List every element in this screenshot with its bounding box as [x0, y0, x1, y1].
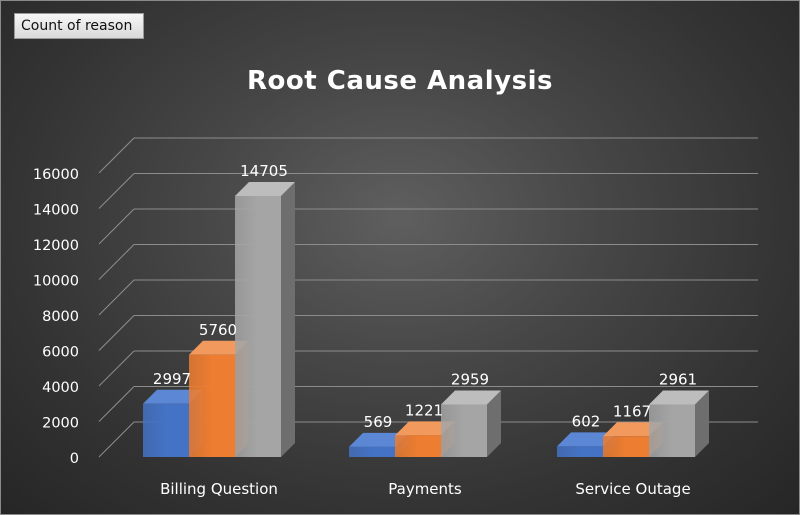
y-tick-label: 0: [70, 451, 79, 467]
y-axis-ticks: 0 2000 4000 6000 8000 10000 12000 14000 16000: [33, 167, 79, 467]
bar-top: [189, 340, 249, 355]
bar-side: [281, 181, 295, 457]
data-label: 602: [572, 412, 601, 430]
bar-side: [487, 390, 501, 457]
bar-top: [235, 181, 295, 196]
data-label: 2997: [153, 370, 191, 388]
data-labels: 2997 5760 14705 569 1221 2959 602 1167 2961: [153, 162, 697, 431]
chart-title: Root Cause Analysis: [247, 66, 553, 96]
gridline-depth: [98, 421, 135, 458]
bar: [441, 404, 487, 457]
bar: [235, 195, 281, 457]
y-tick-label: 2000: [42, 416, 79, 432]
x-category-label: Payments: [388, 480, 462, 498]
data-label: 14705: [240, 162, 288, 180]
bar-top: [441, 390, 501, 405]
bar-top: [349, 432, 409, 447]
y-tick-label: 10000: [33, 274, 79, 290]
gridline-depth: [98, 208, 135, 245]
bar-top: [143, 389, 203, 404]
gridline-depth: [98, 137, 135, 174]
bar: [349, 446, 395, 457]
gridline-depth: [98, 350, 135, 387]
gridline-depth: [98, 315, 135, 351]
bar-top: [649, 390, 709, 405]
y-tick-label: 4000: [42, 380, 79, 396]
bar-side: [695, 390, 709, 457]
bar: [603, 436, 649, 457]
y-tick-label: 8000: [42, 309, 79, 325]
pivot-field-button[interactable]: Count of reason: [14, 13, 144, 39]
data-label: 1221: [405, 401, 443, 419]
gridline-depth: [98, 173, 135, 209]
x-axis-categories: Billing Question Payments Service Outage: [160, 480, 691, 498]
data-label: 2961: [659, 370, 697, 388]
data-label: 569: [364, 413, 393, 431]
x-category-label: Service Outage: [575, 480, 690, 498]
bar-top: [395, 421, 455, 436]
bar: [557, 446, 603, 457]
y-tick-label: 6000: [42, 345, 79, 361]
bar: [189, 354, 235, 457]
bar-top: [557, 432, 617, 447]
data-label: 2959: [451, 370, 489, 388]
bars: [143, 181, 709, 457]
bar: [395, 435, 441, 457]
data-label: 5760: [199, 321, 237, 339]
y-tick-label: 12000: [33, 238, 79, 254]
y-tick-label: 14000: [33, 203, 79, 219]
gridline-depth: [98, 244, 135, 280]
bar-top: [603, 422, 663, 437]
data-label: 1167: [613, 402, 651, 420]
y-tick-label: 16000: [33, 167, 79, 183]
x-category-label: Billing Question: [160, 480, 278, 498]
bar: [649, 404, 695, 457]
gridline-depth: [98, 279, 135, 316]
bar: [143, 403, 189, 457]
gridline-depth: [98, 386, 135, 422]
